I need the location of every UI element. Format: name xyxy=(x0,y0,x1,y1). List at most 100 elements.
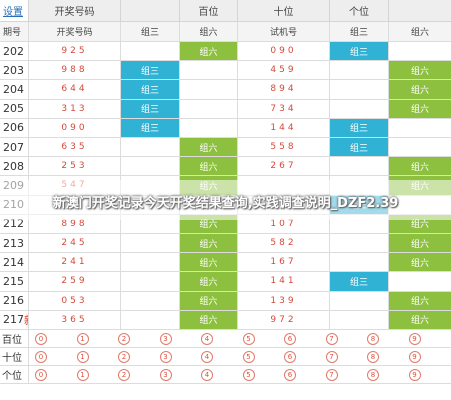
digit-row-label: 十位 xyxy=(0,348,29,365)
digit-circle[interactable]: 3 xyxy=(159,332,172,345)
draw-zu3: 组三 xyxy=(121,99,180,119)
draw-zu6: 组六 xyxy=(180,291,238,311)
digit-circle[interactable]: 9 xyxy=(408,350,421,363)
test-number: 141 xyxy=(238,272,330,292)
test-number: 267 xyxy=(238,157,330,177)
digit-circle[interactable]: 2 xyxy=(118,368,130,381)
draw-number: 241 xyxy=(29,253,121,273)
issue-number: 214 xyxy=(0,253,29,273)
draw-number: 245 xyxy=(29,234,121,254)
digit-row-label: 个位 xyxy=(0,366,29,383)
digit-circle[interactable]: 8 xyxy=(367,350,379,363)
test-number: 582 xyxy=(238,234,330,254)
draw-zu6: 组六 xyxy=(180,157,238,177)
draw-zu6: 组六 xyxy=(180,272,238,292)
draw-number: 365 xyxy=(29,310,121,330)
test-number: 894 xyxy=(238,80,330,100)
issue-number: 212 xyxy=(0,214,29,234)
test-zu6: 组六 xyxy=(389,253,451,273)
test-zu3 xyxy=(330,214,389,234)
table-row: 217新365组六972组六 xyxy=(0,310,451,330)
digit-circle[interactable]: 2 xyxy=(118,350,130,363)
digit-circle[interactable]: 6 xyxy=(284,368,296,381)
tab-hundreds[interactable]: 百位 xyxy=(180,0,238,22)
issue-number-text: 203 xyxy=(3,63,24,77)
tab-tens[interactable]: 十位 xyxy=(238,0,330,22)
test-zu6: 组六 xyxy=(389,80,451,100)
issue-number-text: 216 xyxy=(3,294,24,308)
digit-circle[interactable]: 5 xyxy=(242,332,255,345)
test-zu6: 组六 xyxy=(389,291,451,311)
test-zu3 xyxy=(330,291,389,311)
digit-circles: 0 1 2 3 4 5 6 7 8 9 xyxy=(29,348,451,365)
issue-number-text: 213 xyxy=(3,236,24,250)
digit-circle[interactable]: 8 xyxy=(367,368,379,381)
digit-circles: 0 1 2 3 4 5 6 7 8 9 xyxy=(29,366,451,383)
header-test-zu3: 组三 xyxy=(330,22,389,42)
header-zu6: 组六 xyxy=(180,22,238,42)
digit-circle[interactable]: 9 xyxy=(408,332,421,345)
digit-circle[interactable]: 4 xyxy=(201,350,213,363)
watermark-text: 新澳门开奖记录今天开奖结果查询,实践调查说明_DZF2.39 xyxy=(52,195,399,211)
issue-number-text: 214 xyxy=(3,255,24,269)
test-number: 107 xyxy=(238,214,330,234)
new-badge: 新 xyxy=(24,312,28,328)
digit-circle[interactable]: 0 xyxy=(35,368,47,381)
issue-number-text: 208 xyxy=(3,159,24,173)
digit-circle[interactable]: 1 xyxy=(76,332,89,345)
digit-circle[interactable]: 9 xyxy=(408,368,421,381)
test-zu6 xyxy=(389,119,451,138)
digit-circle[interactable]: 5 xyxy=(242,368,255,381)
tab-draw-number[interactable]: 开奖号码 xyxy=(29,0,121,22)
table-row: 215 259 组六 141 组三 xyxy=(0,272,451,292)
digit-circle[interactable]: 8 xyxy=(367,332,379,345)
test-zu3 xyxy=(330,157,389,177)
draw-number: 090 xyxy=(29,118,121,138)
digit-circle[interactable]: 7 xyxy=(325,332,338,345)
tab-blank-right xyxy=(389,0,451,22)
digit-circle[interactable]: 3 xyxy=(159,350,172,363)
draw-zu3 xyxy=(121,310,180,330)
issue-number: 216 xyxy=(0,291,29,311)
digit-circle[interactable]: 0 xyxy=(35,350,47,363)
digit-circle[interactable]: 6 xyxy=(284,332,296,345)
table-row: 202 925 组六 090 组三 xyxy=(0,42,451,62)
issue-number-text: 212 xyxy=(3,217,24,231)
draw-zu6: 组六 xyxy=(180,234,238,254)
test-number: 459 xyxy=(238,61,330,81)
digit-circle[interactable]: 4 xyxy=(201,332,213,345)
draw-zu3 xyxy=(121,138,180,158)
draw-zu6 xyxy=(180,99,238,119)
tab-settings[interactable]: 设置 xyxy=(0,0,29,22)
digit-circle[interactable]: 3 xyxy=(159,368,172,381)
digit-row-label: 百位 xyxy=(0,330,29,347)
test-zu3 xyxy=(330,234,389,254)
draw-zu3 xyxy=(121,272,180,292)
tab-units[interactable]: 个位 xyxy=(330,0,389,22)
digit-circle[interactable]: 7 xyxy=(325,368,338,381)
digit-circle[interactable]: 0 xyxy=(35,332,47,345)
digit-circle[interactable]: 5 xyxy=(242,350,255,363)
digit-circle[interactable]: 7 xyxy=(325,350,338,363)
digit-circle[interactable]: 2 xyxy=(118,332,130,345)
issue-number: 208 xyxy=(0,157,29,177)
digit-circle[interactable]: 1 xyxy=(76,350,89,363)
table-row: 207 635 组六 558 组三 xyxy=(0,138,451,158)
digit-circle[interactable]: 1 xyxy=(76,368,89,381)
draw-number: 898 xyxy=(29,214,121,234)
draw-zu3: 组三 xyxy=(121,80,180,100)
column-header-row: 期号 开奖号码 组三 组六 试机号 组三 组六 xyxy=(0,22,451,42)
issue-number: 206 xyxy=(0,118,29,138)
digit-circle[interactable]: 4 xyxy=(201,368,213,381)
draw-number: 988 xyxy=(29,61,121,81)
issue-number: 207 xyxy=(0,138,29,158)
draw-number: 313 xyxy=(29,99,121,119)
test-zu3: 组三 xyxy=(330,42,389,62)
test-zu3 xyxy=(330,310,389,330)
issue-number-text: 202 xyxy=(3,44,24,58)
digit-circle[interactable]: 6 xyxy=(284,350,296,363)
digit-row: 百位 0 1 2 3 4 5 6 7 8 9 xyxy=(0,330,451,348)
digit-circles: 0 1 2 3 4 5 6 7 8 9 xyxy=(29,330,451,347)
test-zu6: 组六 xyxy=(389,99,451,119)
test-zu6 xyxy=(389,42,451,62)
